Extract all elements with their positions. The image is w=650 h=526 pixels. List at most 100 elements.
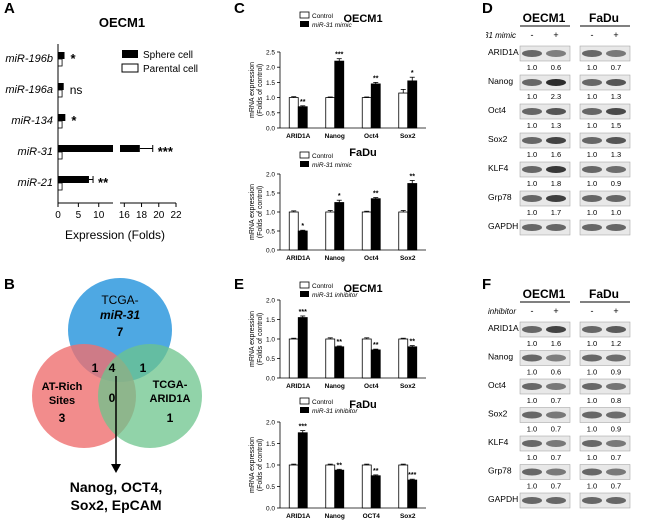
blot-quant-Oct4: 1.0	[527, 396, 537, 405]
sig-Sox2: **	[410, 173, 416, 180]
blot-quant-Grp78: 1.0	[611, 208, 621, 217]
blot-sign: +	[613, 306, 618, 316]
blot-strip	[519, 161, 571, 178]
blot-band-ARID1A	[582, 50, 602, 57]
blot-band-Sox2	[582, 137, 602, 144]
blot-quant-Sox2: 1.0	[587, 150, 597, 159]
sig-Oct4: **	[373, 342, 379, 349]
venn-label-at-rich-b: Sites	[49, 395, 75, 407]
blot-quant-Oct4: 1.0	[587, 396, 597, 405]
blot-protein-Nanog: Nanog	[488, 352, 513, 362]
sig-miR-31: ***	[158, 144, 174, 159]
blot-strip	[519, 219, 571, 236]
y-tick-label: 2.0	[266, 420, 275, 427]
blot-protein-Oct4: Oct4	[488, 105, 506, 115]
blot-quant-Nanog: 1.3	[611, 92, 621, 101]
y-axis-label-1: mRNA expression	[249, 184, 256, 240]
blot-strip	[579, 464, 631, 480]
row-label-miR-196a: miR-196a	[5, 84, 53, 96]
blot-quant-KLF4: 1.0	[587, 179, 597, 188]
y-tick-label: 0.5	[266, 110, 275, 117]
bar-sphere-miR-196b	[58, 52, 65, 59]
sig-OCT4: **	[373, 468, 379, 475]
venn-label-at-rich-a: AT-Rich	[42, 381, 83, 393]
bar-Oct4-treatment	[370, 83, 381, 129]
blot-quant-Grp78: 1.0	[527, 208, 537, 217]
blot-band-Nanog	[546, 354, 566, 362]
blot-band-GAPDH	[522, 224, 542, 231]
blot-band-Grp78	[522, 195, 542, 202]
blot-quant-Oct4: 1.5	[611, 121, 621, 130]
blot-cell-line-oecm1: OECM1	[523, 287, 566, 301]
legend-parental-label: Parental cell	[143, 64, 198, 75]
panel-label-c: C	[234, 0, 245, 17]
x-tick-label: 22	[170, 210, 182, 221]
legend-treatment-label: miR-31 inhibitor	[312, 408, 358, 415]
blot-sign: +	[553, 30, 558, 40]
blot-quant-Oct4: 0.7	[551, 396, 561, 405]
legend-control-swatch	[299, 397, 310, 405]
x-axis-label: Expression (Folds)	[65, 228, 165, 242]
venn-count-tcga-mir31: 7	[117, 325, 124, 339]
blot-band-Grp78	[606, 468, 626, 476]
sig-Sox2: *	[411, 70, 414, 77]
x-tick-label-ARID1A: ARID1A	[286, 255, 311, 262]
blot-protein-KLF4: KLF4	[488, 163, 509, 173]
legend-treatment-swatch	[300, 291, 309, 297]
x-tick-label: 20	[153, 210, 165, 221]
sig-Sox2: ***	[408, 472, 416, 479]
blot-cell-line-fadu: FaDu	[589, 11, 619, 25]
blot-protein-GAPDH: GAPDH	[488, 221, 518, 231]
blot-sign: -	[591, 306, 594, 316]
y-axis-label-2: (Folds of control)	[257, 313, 264, 366]
bar-Oct4-treatment	[370, 198, 381, 251]
sig-Nanog: **	[337, 339, 343, 346]
blot-quant-Nanog: 1.0	[527, 368, 537, 377]
y-axis-label-1: mRNA expression	[249, 437, 256, 493]
blot-strip	[579, 492, 631, 509]
y-tick-label: 0.0	[266, 248, 275, 255]
blot-band-GAPDH	[606, 497, 626, 504]
x-tick-label: 16	[119, 210, 131, 221]
blot-strip	[519, 190, 571, 207]
blot-band-Sox2	[546, 137, 566, 144]
y-tick-label: 1.5	[266, 80, 275, 87]
blot-quant-Grp78: 1.7	[551, 208, 561, 217]
blot-protein-Nanog: Nanog	[488, 76, 513, 86]
chart-title: FaDu	[349, 147, 377, 159]
blot-band-Grp78	[582, 468, 602, 476]
blot-band-Nanog	[582, 79, 602, 86]
blot-strip	[579, 74, 631, 91]
bar-Nanog-control	[325, 97, 336, 129]
blot-quant-Nanog: 1.0	[587, 92, 597, 101]
x-tick-label: 5	[76, 210, 82, 221]
y-tick-label: 2.0	[266, 65, 275, 72]
bar-ARID1A-control	[288, 338, 299, 379]
sig-Oct4: **	[373, 191, 379, 198]
blot-cell-line-fadu: FaDu	[589, 287, 619, 301]
blot-band-Sox2	[582, 411, 602, 419]
blot-sign: -	[591, 30, 594, 40]
blot-quant-KLF4: 1.0	[527, 179, 537, 188]
bar-Sox2-treatment	[407, 183, 418, 251]
x-tick-label-Sox2: Sox2	[400, 133, 416, 140]
x-tick-label-Sox2: Sox2	[400, 383, 416, 390]
bar-ARID1A-treatment	[297, 317, 308, 379]
legend-treatment-swatch	[300, 161, 309, 167]
blot-band-KLF4	[522, 166, 542, 173]
venn-label-tcga-arid1a-a: TCGA-	[153, 379, 188, 391]
chart-title: OECM1	[343, 13, 382, 25]
bar-Nanog-treatment	[334, 60, 345, 129]
blot-band-KLF4	[582, 166, 602, 173]
venn-result-line1: Nanog, OCT4,	[70, 479, 163, 495]
bar-OCT4-treatment	[370, 475, 381, 509]
legend-control-swatch	[299, 11, 310, 19]
panel-c-fadu-chart: FaDu Control miR-31 mimic 0.0 0.5 1.0 1.5 2.0 mR…	[249, 147, 426, 262]
y-axis-label-1: mRNA expression	[249, 311, 256, 367]
blot-strip	[579, 190, 631, 207]
x-tick-label-ARID1A: ARID1A	[286, 133, 311, 140]
venn-circle-tcga-arid1a	[98, 344, 202, 448]
blot-band-Nanog	[546, 79, 566, 86]
blot-strip	[519, 464, 571, 480]
bar-ARID1A-treatment	[297, 230, 308, 251]
